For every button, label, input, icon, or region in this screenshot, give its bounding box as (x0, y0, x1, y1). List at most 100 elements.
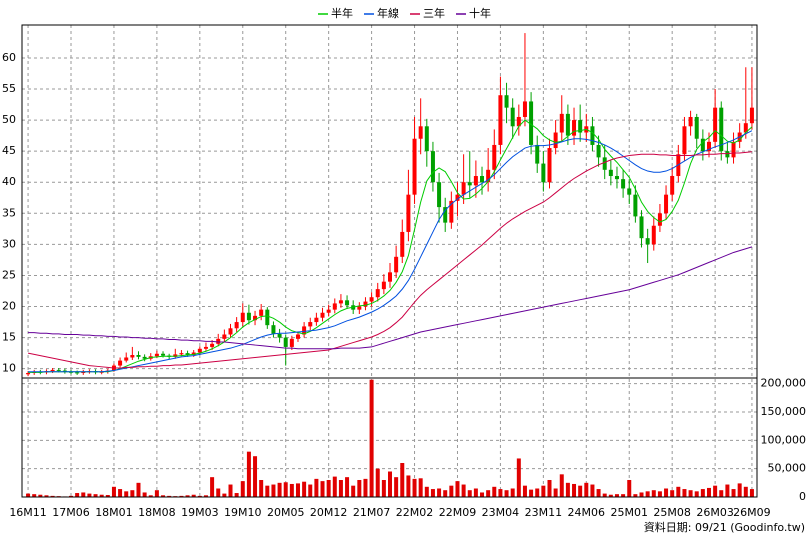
volume-bar (302, 481, 307, 497)
candle-body (749, 107, 754, 124)
candle-body (302, 326, 307, 335)
y-tick-label: 35 (2, 206, 16, 219)
volume-bar (363, 478, 368, 497)
y-tick-label: 45 (2, 144, 16, 157)
candle-body (559, 113, 564, 133)
volume-bar (345, 477, 350, 497)
x-tick-label: 19M03 (181, 506, 219, 519)
volume-bar (38, 494, 43, 497)
candle-body (670, 176, 675, 195)
candle-body (473, 176, 478, 186)
volume-bar (50, 495, 55, 497)
candle-body (492, 144, 497, 170)
candle-body (694, 116, 699, 139)
ma-line (28, 119, 753, 373)
volume-bar (572, 483, 577, 497)
volume-bar (277, 482, 282, 497)
x-tick-label: 17M06 (52, 506, 90, 519)
candle-body (81, 371, 86, 374)
candle-body (228, 328, 233, 335)
x-tick-label: 26M03 (696, 506, 734, 519)
candle-body (639, 216, 644, 239)
candle-body (246, 312, 251, 321)
candle-body (480, 176, 485, 183)
candle-body (62, 370, 67, 372)
y2-tick-label: 150,000 (761, 405, 807, 418)
volume-bar (148, 495, 153, 497)
candle-body (633, 194, 638, 217)
volume-bar (179, 495, 184, 497)
volume-bar (694, 491, 699, 497)
candle-body (461, 182, 466, 195)
volume-bar (69, 495, 74, 497)
volume-bar (590, 484, 595, 497)
volume-bar (87, 493, 92, 497)
legend-label: 年線 (377, 6, 399, 20)
volume-bar (430, 489, 435, 497)
volume-bar (326, 480, 331, 497)
candle-body (743, 123, 748, 133)
volume-bar (743, 486, 748, 497)
y2-tick-label: 200,000 (761, 377, 807, 390)
volume-bar (418, 478, 423, 497)
candle-body (614, 176, 619, 180)
candle-body (136, 355, 141, 357)
candle-body (154, 353, 159, 357)
candle-body (437, 182, 442, 208)
volume-bar (486, 490, 491, 497)
volume-bar (338, 480, 343, 497)
volume-bar (228, 484, 233, 497)
volume-bar (559, 474, 564, 497)
volume-bar (449, 485, 454, 497)
volume-bar (437, 488, 442, 497)
candle-body (529, 101, 534, 145)
volume-bar (105, 495, 110, 497)
x-tick-label: 23M11 (525, 506, 563, 519)
volume-bar (44, 495, 49, 497)
volume-bar (111, 486, 116, 497)
y-tick-label: 60 (2, 51, 16, 64)
candle-body (547, 148, 552, 183)
volume-bar (222, 493, 227, 497)
candle-body (142, 356, 147, 359)
candle-body (602, 157, 607, 170)
volume-bar (369, 379, 374, 497)
candle-body (265, 309, 270, 326)
candle-body (394, 256, 399, 273)
volume-bar (596, 489, 601, 497)
volume-bar (480, 492, 485, 497)
candle-body (682, 126, 687, 155)
ma-line (28, 130, 753, 373)
candle-body (498, 95, 503, 145)
candle-body (253, 315, 258, 321)
volume-bar (529, 489, 534, 497)
volume-bar (124, 491, 129, 497)
x-tick-label: 20M12 (310, 506, 348, 519)
volume-bar (308, 484, 313, 497)
candle-body (118, 360, 123, 366)
candle-body (572, 120, 577, 136)
volume-bar (664, 488, 669, 497)
candle-body (627, 188, 632, 195)
y-tick-label: 30 (2, 237, 16, 250)
volume-bar (75, 493, 80, 497)
y-tick-label: 20 (2, 300, 16, 313)
candle-body (308, 322, 313, 327)
volume-bar (737, 483, 742, 497)
candle-body (578, 120, 583, 133)
x-tick-label: 23M04 (482, 506, 520, 519)
volume-bar (203, 495, 208, 497)
y-tick-label: 55 (2, 82, 16, 95)
candle-body (725, 151, 730, 158)
candle-body (369, 297, 374, 302)
volume-bar (283, 482, 288, 497)
legend-label: 半年 (331, 6, 353, 20)
y2-tick-label: 0 (799, 490, 806, 503)
volume-bar (584, 482, 589, 497)
y-tick-label: 25 (2, 268, 16, 281)
candle-body (130, 355, 135, 358)
volume-bar (406, 475, 411, 497)
candle-body (185, 353, 190, 356)
candle-body (381, 281, 386, 290)
